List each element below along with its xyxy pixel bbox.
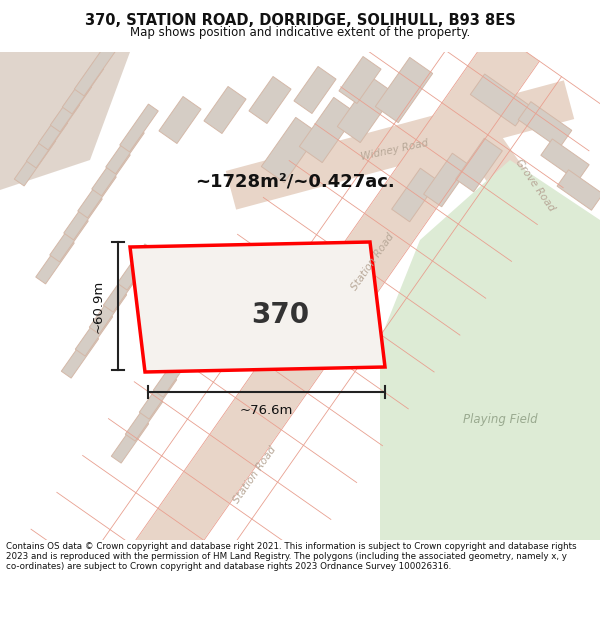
- Polygon shape: [120, 104, 158, 152]
- Polygon shape: [118, 244, 155, 290]
- Polygon shape: [339, 56, 381, 104]
- Text: Map shows position and indicative extent of the property.: Map shows position and indicative extent…: [130, 26, 470, 39]
- Polygon shape: [0, 52, 130, 190]
- Polygon shape: [61, 332, 98, 378]
- Polygon shape: [81, 29, 539, 625]
- Polygon shape: [440, 92, 600, 328]
- Polygon shape: [376, 58, 433, 122]
- Polygon shape: [62, 62, 104, 114]
- Polygon shape: [299, 98, 356, 162]
- Polygon shape: [125, 395, 163, 441]
- Polygon shape: [518, 102, 572, 148]
- Text: Widney Road: Widney Road: [361, 138, 430, 162]
- Polygon shape: [139, 373, 176, 419]
- Polygon shape: [38, 98, 80, 150]
- Polygon shape: [470, 74, 530, 126]
- Polygon shape: [424, 153, 470, 207]
- Polygon shape: [226, 81, 574, 209]
- Polygon shape: [78, 170, 116, 218]
- Text: Station Road: Station Road: [350, 232, 397, 292]
- Polygon shape: [89, 288, 127, 334]
- Text: ~60.9m: ~60.9m: [91, 279, 104, 332]
- Polygon shape: [76, 310, 113, 356]
- Polygon shape: [92, 148, 130, 196]
- Text: Station Road: Station Road: [232, 445, 278, 505]
- Text: 370: 370: [251, 301, 309, 329]
- Polygon shape: [455, 138, 502, 192]
- Polygon shape: [14, 134, 56, 186]
- Polygon shape: [294, 66, 336, 114]
- Text: Contains OS data © Crown copyright and database right 2021. This information is : Contains OS data © Crown copyright and d…: [6, 542, 577, 571]
- Text: ~76.6m: ~76.6m: [240, 404, 293, 416]
- Text: ~1728m²/~0.427ac.: ~1728m²/~0.427ac.: [195, 173, 395, 191]
- Polygon shape: [392, 168, 439, 222]
- Polygon shape: [154, 351, 191, 397]
- Polygon shape: [50, 214, 88, 262]
- Polygon shape: [64, 192, 102, 240]
- Text: Playing Field: Playing Field: [463, 414, 538, 426]
- Polygon shape: [541, 139, 589, 181]
- Polygon shape: [103, 266, 140, 312]
- Polygon shape: [249, 76, 291, 124]
- Polygon shape: [337, 78, 395, 142]
- Polygon shape: [262, 118, 319, 182]
- Polygon shape: [380, 160, 600, 540]
- Text: 370, STATION ROAD, DORRIDGE, SOLIHULL, B93 8ES: 370, STATION ROAD, DORRIDGE, SOLIHULL, B…: [85, 13, 515, 28]
- Polygon shape: [74, 44, 116, 96]
- Polygon shape: [112, 417, 149, 463]
- Polygon shape: [36, 236, 74, 284]
- Polygon shape: [557, 170, 600, 210]
- Text: Grove Road: Grove Road: [514, 157, 557, 213]
- Polygon shape: [26, 116, 68, 168]
- Polygon shape: [130, 242, 385, 372]
- Polygon shape: [159, 96, 201, 144]
- Polygon shape: [50, 80, 92, 132]
- Polygon shape: [204, 86, 246, 134]
- Polygon shape: [106, 126, 144, 174]
